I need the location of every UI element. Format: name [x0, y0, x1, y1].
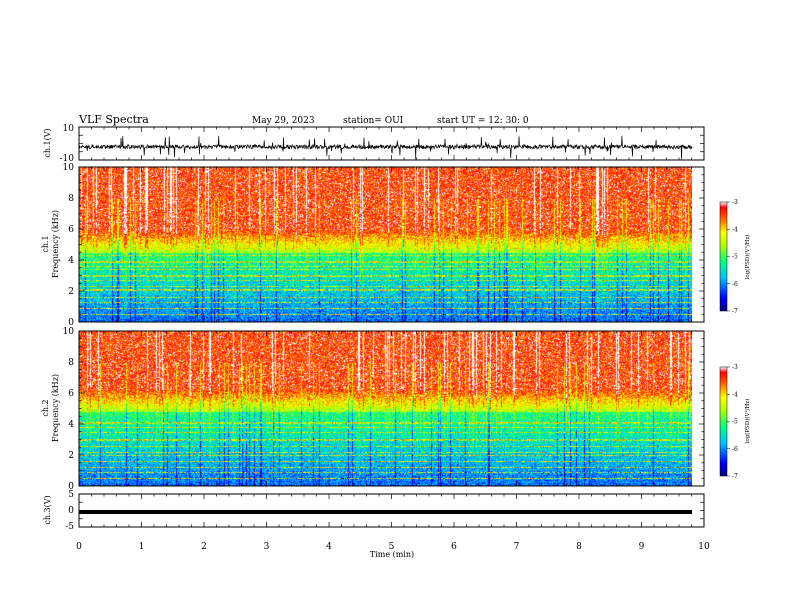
ch2-colorbar-label: log(PSD)(V²/Hz) [744, 399, 751, 444]
ch1-spec-ytick-label: 0 [68, 318, 74, 328]
ch2-colorbar-tick: -5 [732, 419, 738, 426]
x-tick-label: 0 [76, 542, 82, 552]
ch3-waveform-trace [79, 510, 692, 514]
ch1-waveform-frame [78, 126, 705, 161]
date-label: May 29, 2023 [252, 116, 315, 126]
ch3-ylabel: ch.3(V) [43, 495, 52, 524]
ch3-ytick-mid: 0 [68, 506, 74, 516]
station-label: station= OUI [343, 116, 404, 126]
ch1-waveform-panel: 10 -10 ch.1(V) [43, 124, 705, 164]
ch2-spec-ytick-label: 0 [68, 482, 74, 492]
x-tick-label: 9 [639, 542, 645, 552]
ch2-colorbar-tick: -3 [732, 364, 738, 371]
ch3-ytick-top: 5 [68, 490, 74, 500]
ch1-colorbar-tick: -7 [732, 308, 738, 315]
ch1-colorbar [719, 201, 728, 312]
ch1-spec-ytick-label: 10 [63, 163, 75, 173]
ch1-ylabel: ch.1(V) [43, 128, 52, 157]
ch1-ytick-top: 10 [63, 124, 75, 134]
ch2-spec-ylabel-channel: ch.2 [41, 399, 50, 416]
x-tick-label: 6 [451, 542, 457, 552]
ch2-spec-ytick-label: 6 [68, 389, 74, 399]
ch2-spectrogram-image [79, 331, 692, 486]
ch1-colorbar-tick: -5 [732, 254, 738, 261]
x-tick-label: 10 [698, 542, 710, 552]
start-time-label: start UT = 12: 30: 0 [437, 116, 529, 126]
ch1-spec-ytick-label: 2 [68, 287, 74, 297]
ch2-spec-ytick-label: 2 [68, 451, 74, 461]
x-tick-label: 7 [514, 542, 520, 552]
ch1-colorbar-tick: -4 [732, 226, 738, 233]
ch1-colorbar-label: log(PSD)(V²/Hz) [744, 235, 751, 280]
ch1-waveform-trace [78, 135, 693, 160]
x-tick-label: 1 [139, 542, 145, 552]
ch2-colorbar-tick: -7 [732, 473, 738, 480]
figure-title: VLF Spectra [78, 113, 149, 126]
x-axis-label: Time (min) [370, 550, 414, 559]
x-tick-label: 8 [576, 542, 582, 552]
ch1-colorbar-tick: -6 [732, 281, 738, 288]
ch1-spec-ytick-label: 6 [68, 225, 74, 235]
ch2-spec-ytick-label: 8 [68, 358, 74, 368]
x-tick-label: 5 [389, 542, 395, 552]
ch1-spec-ylabel-channel: ch.1 [41, 235, 50, 252]
ch2-spec-ylabel-freq: Frequency (kHz) [51, 374, 60, 442]
ch3-waveform-panel: 5 0 -5 ch.3(V) [43, 490, 705, 532]
ch1-spec-ytick-label: 4 [68, 256, 74, 266]
ch2-spec-ytick-label: 4 [68, 420, 74, 430]
ch2-colorbar-tick: -4 [732, 391, 738, 398]
ch1-colorbar-tick: -3 [732, 199, 738, 206]
ch1-spec-ytick-label: 8 [68, 194, 74, 204]
ch1-ytick-bottom: -10 [60, 154, 75, 164]
ch2-colorbar-tick: -6 [732, 446, 738, 453]
ch2-colorbar [719, 366, 728, 477]
ch1-spec-ylabel-freq: Frequency (kHz) [51, 210, 60, 278]
x-tick-label: 2 [201, 542, 207, 552]
x-tick-label: 3 [264, 542, 270, 552]
ch3-ytick-bottom: -5 [65, 522, 74, 532]
ch1-spectrogram-image [79, 167, 692, 322]
ch2-spec-ytick-label: 10 [63, 327, 75, 337]
x-tick-label: 4 [326, 542, 332, 552]
